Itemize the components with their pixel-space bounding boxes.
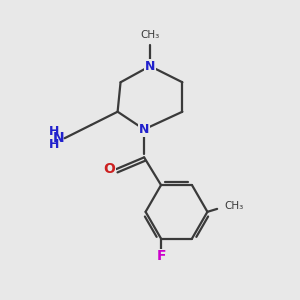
Text: CH₃: CH₃ [140,30,160,40]
Text: F: F [156,249,166,263]
Text: N: N [139,123,149,136]
Text: N: N [145,60,155,73]
Text: N: N [52,131,64,145]
Text: H: H [49,125,59,138]
Text: CH₃: CH₃ [224,201,244,211]
Text: O: O [104,162,116,176]
Text: H: H [49,138,59,151]
